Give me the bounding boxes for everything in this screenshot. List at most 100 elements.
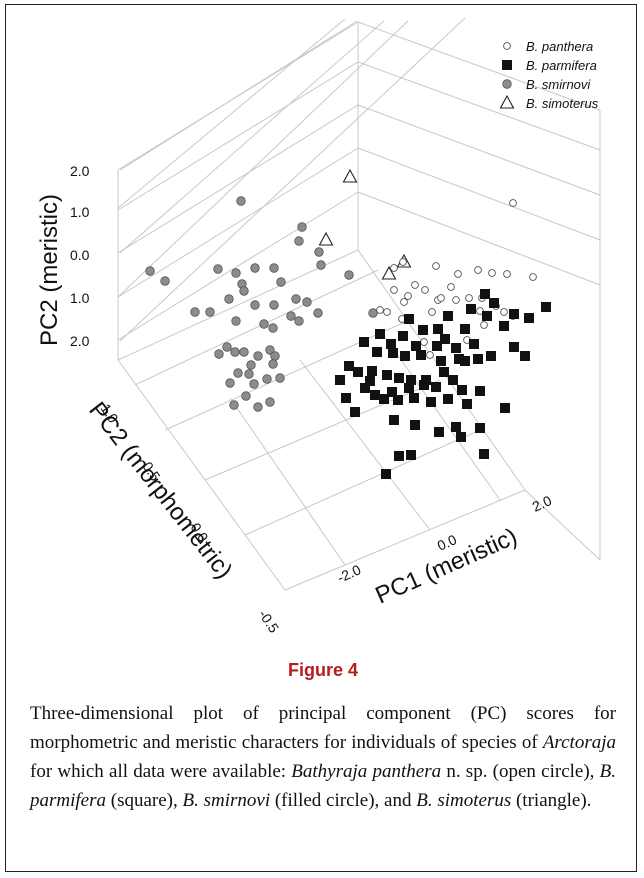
point-filled-circle: [250, 300, 260, 310]
z-axis-label: PC2 (meristic): [36, 194, 63, 346]
point-square: [344, 361, 354, 371]
wall-grid-3: [117, 191, 359, 341]
point-square: [379, 394, 389, 404]
point-square: [434, 427, 444, 437]
point-open-circle: [500, 308, 508, 316]
caption-species-2: B. parmifera: [30, 761, 616, 811]
point-square: [489, 298, 499, 308]
wall-grid-r-0: [357, 61, 601, 151]
caption-text: Three-dimensional plot of principal comp…: [30, 699, 616, 815]
point-square: [381, 469, 391, 479]
z-tick-label: 1.0: [70, 204, 90, 220]
legend-label: B. simoterus: [526, 96, 599, 111]
x-tick-label: 2.0: [530, 492, 554, 515]
caption-middle: for which all data were available:: [30, 761, 292, 782]
point-filled-circle: [239, 347, 249, 357]
point-open-circle: [452, 296, 460, 304]
point-filled-circle: [244, 369, 254, 379]
point-filled-circle: [294, 316, 304, 326]
caption-genus: Arctoraja: [542, 732, 616, 753]
grid-line-z-1: [117, 18, 346, 209]
point-square: [419, 380, 429, 390]
point-filled-circle: [190, 307, 200, 317]
point-square: [480, 289, 490, 299]
floor-grid-x-0: [229, 397, 346, 566]
floor-grid-x-1: [299, 359, 431, 531]
point-square: [439, 367, 449, 377]
point-square: [389, 415, 399, 425]
figure-frame: [5, 4, 637, 872]
point-triangle: [318, 231, 334, 246]
point-square: [509, 342, 519, 352]
point-square: [350, 407, 360, 417]
point-filled-circle: [239, 286, 249, 296]
legend-marker-triangle: [499, 94, 515, 109]
grid-line-z-4: [119, 17, 466, 342]
point-open-circle: [390, 264, 398, 272]
point-open-circle: [399, 258, 407, 266]
point-square: [410, 420, 420, 430]
caption-species-2-suffix: (square),: [106, 790, 183, 811]
point-square: [433, 324, 443, 334]
point-square: [353, 367, 363, 377]
point-open-circle: [447, 283, 455, 291]
floor-grid-y-2: [204, 379, 441, 481]
legend-marker-filled-circle: [502, 79, 512, 89]
point-square: [394, 373, 404, 383]
point-open-circle: [454, 270, 462, 278]
point-open-circle: [421, 286, 429, 294]
floor-grid-y-0: [134, 269, 379, 386]
point-filled-circle: [297, 222, 307, 232]
point-square: [499, 321, 509, 331]
floor-left-edge: [117, 359, 286, 591]
point-open-circle: [404, 292, 412, 300]
point-open-circle: [437, 294, 445, 302]
point-square: [394, 451, 404, 461]
point-square: [367, 366, 377, 376]
wall-grid-1: [117, 104, 359, 254]
point-square: [382, 370, 392, 380]
legend: B. panthera B. parmifera B. smirnovi B. sim…: [499, 39, 599, 111]
point-square: [432, 341, 442, 351]
point-filled-circle: [344, 270, 354, 280]
point-square: [400, 351, 410, 361]
wall-grid-r-1: [357, 104, 601, 196]
point-open-circle: [529, 273, 537, 281]
point-square: [451, 343, 461, 353]
point-square: [406, 375, 416, 385]
point-square: [370, 390, 380, 400]
point-square: [454, 354, 464, 364]
point-filled-circle: [214, 349, 224, 359]
point-filled-circle: [145, 266, 155, 276]
point-square: [388, 348, 398, 358]
point-filled-circle: [316, 260, 326, 270]
point-open-circle: [390, 286, 398, 294]
point-filled-circle: [236, 196, 246, 206]
legend-marker-square: [502, 60, 512, 70]
point-square: [520, 351, 530, 361]
point-filled-circle: [253, 402, 263, 412]
point-square: [469, 339, 479, 349]
point-filled-circle: [213, 264, 223, 274]
point-square: [360, 383, 370, 393]
point-filled-circle: [224, 294, 234, 304]
point-square: [448, 375, 458, 385]
point-square: [524, 313, 534, 323]
point-square: [387, 387, 397, 397]
point-square: [500, 403, 510, 413]
legend-label: B. parmifera: [526, 58, 597, 73]
point-square: [486, 351, 496, 361]
point-filled-circle: [229, 400, 239, 410]
grid-line-z-2: [119, 20, 385, 254]
caption-species-3-suffix: (filled circle), and: [270, 790, 417, 811]
point-square: [359, 337, 369, 347]
wall-grid-2: [117, 147, 359, 298]
y-tick-label: -0.5: [256, 607, 283, 636]
point-open-circle: [420, 338, 428, 346]
caption-species-1: Bathyraja panthera: [291, 761, 442, 782]
point-open-circle: [488, 269, 496, 277]
point-filled-circle: [286, 311, 296, 321]
point-square: [440, 334, 450, 344]
point-filled-circle: [250, 263, 260, 273]
point-filled-circle: [230, 347, 240, 357]
